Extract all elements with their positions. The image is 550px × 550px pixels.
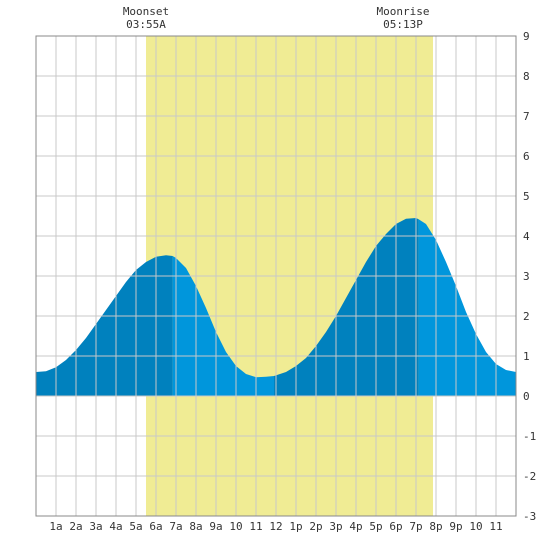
y-tick-label: 4 bbox=[523, 230, 530, 243]
y-tick-label: 9 bbox=[523, 30, 530, 43]
rising-tide-area bbox=[36, 255, 173, 396]
falling-tide-area bbox=[418, 219, 516, 396]
plot-area bbox=[35, 35, 517, 517]
x-tick-label: 3a bbox=[89, 520, 102, 533]
y-tick-label: 3 bbox=[523, 270, 530, 283]
x-tick-label: 5a bbox=[129, 520, 142, 533]
y-tick-label: 6 bbox=[523, 150, 530, 163]
rising-tide-area bbox=[274, 218, 419, 396]
moon-event-time: 03:55A bbox=[126, 18, 166, 31]
x-tick-label: 8p bbox=[429, 520, 442, 533]
x-tick-label: 11 bbox=[249, 520, 262, 533]
y-tick-label: 1 bbox=[523, 350, 530, 363]
x-tick-label: 2a bbox=[69, 520, 82, 533]
tide-areas bbox=[36, 218, 516, 396]
x-tick-label: 7a bbox=[169, 520, 182, 533]
x-tick-label: 1a bbox=[49, 520, 62, 533]
moon-event-label: Moonset bbox=[123, 5, 169, 18]
falling-tide-area bbox=[172, 256, 274, 396]
y-tick-label: -2 bbox=[523, 470, 536, 483]
grid-lines bbox=[36, 36, 516, 516]
x-tick-label: 2p bbox=[309, 520, 322, 533]
plot-border bbox=[35, 35, 517, 517]
y-tick-label: 7 bbox=[523, 110, 530, 123]
x-tick-label: 9p bbox=[449, 520, 462, 533]
x-tick-label: 6p bbox=[389, 520, 402, 533]
x-tick-label: 6a bbox=[149, 520, 162, 533]
moon-event-label: Moonrise bbox=[377, 5, 430, 18]
y-tick-label: 5 bbox=[523, 190, 530, 203]
y-tick-label: -3 bbox=[523, 510, 536, 523]
y-tick-label: 2 bbox=[523, 310, 530, 323]
x-tick-label: 4a bbox=[109, 520, 122, 533]
moon-event-time: 05:13P bbox=[383, 18, 423, 31]
x-tick-label: 5p bbox=[369, 520, 382, 533]
x-tick-label: 9a bbox=[209, 520, 222, 533]
x-tick-label: 1p bbox=[289, 520, 302, 533]
x-tick-label: 10 bbox=[229, 520, 242, 533]
y-tick-label: 8 bbox=[523, 70, 530, 83]
x-tick-label: 12 bbox=[269, 520, 282, 533]
y-axis-labels: 9 8 7 6 5 4 3 2 1 0 -1 -2 -3 bbox=[523, 30, 536, 523]
x-tick-label: 10 bbox=[469, 520, 482, 533]
x-tick-label: 7p bbox=[409, 520, 422, 533]
x-tick-label: 3p bbox=[329, 520, 342, 533]
y-tick-label: 0 bbox=[523, 390, 530, 403]
x-tick-label: 8a bbox=[189, 520, 202, 533]
x-tick-label: 4p bbox=[349, 520, 362, 533]
x-axis-labels: 1a 2a 3a 4a 5a 6a 7a 8a 9a 10 11 12 1p 2p 3p 4p 5p 6p 7p 8p… bbox=[49, 520, 502, 533]
x-tick-label: 11 bbox=[489, 520, 502, 533]
y-tick-label: -1 bbox=[523, 430, 536, 443]
